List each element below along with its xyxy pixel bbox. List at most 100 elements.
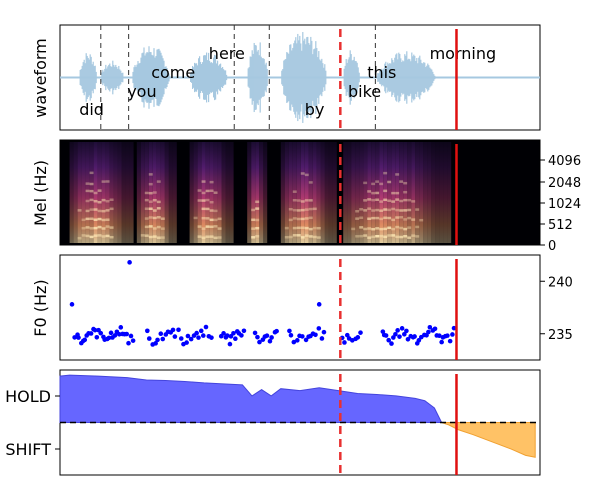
f0-point xyxy=(291,339,297,345)
f0-point xyxy=(386,337,391,343)
mel-harmonic xyxy=(300,236,305,239)
mel-harmonic xyxy=(383,235,388,239)
mel-harmonic xyxy=(105,234,110,238)
mel-harmonic xyxy=(148,200,153,203)
mel-harmonic xyxy=(379,182,384,186)
mel-harmonic xyxy=(367,217,372,220)
f0-frame xyxy=(59,254,541,361)
f0-point xyxy=(287,328,292,334)
f0-point xyxy=(445,333,450,338)
mel-harmonic xyxy=(156,236,161,239)
f0-point xyxy=(145,328,150,334)
f0-point xyxy=(397,334,402,339)
f0-point xyxy=(82,337,88,343)
mel-harmonic xyxy=(395,216,400,219)
mel-column xyxy=(164,142,169,243)
mel-harmonic xyxy=(251,236,256,239)
mel-harmonic xyxy=(209,225,214,229)
mel-harmonic xyxy=(308,181,313,184)
mel-harmonic xyxy=(209,200,214,204)
waveform-segment xyxy=(247,42,268,113)
mel-harmonic xyxy=(296,226,301,230)
f0-point xyxy=(128,333,134,339)
mel-harmonic xyxy=(407,208,412,212)
mel-harmonic xyxy=(255,226,260,230)
mel-harmonic xyxy=(379,217,384,221)
f0-point xyxy=(288,332,294,338)
mel-column xyxy=(379,142,384,243)
mel-column xyxy=(435,142,440,243)
mel-column xyxy=(140,142,145,243)
mel-column xyxy=(229,142,234,243)
f0-point xyxy=(439,339,444,345)
mel-harmonic xyxy=(391,200,396,203)
mel-harmonic xyxy=(97,234,102,237)
f0-point xyxy=(92,327,98,333)
mel-harmonic xyxy=(101,218,106,222)
mel-harmonic xyxy=(209,189,214,193)
mel-harmonic xyxy=(89,182,94,186)
mel-harmonic xyxy=(89,208,94,211)
word-label-0: did xyxy=(79,100,104,119)
mel-harmonic xyxy=(312,207,317,211)
mel-harmonic xyxy=(371,191,376,195)
mel-harmonic xyxy=(375,227,380,230)
mel-harmonic xyxy=(85,217,90,221)
mel-column xyxy=(367,142,372,243)
mel-harmonic xyxy=(363,209,368,212)
mel-harmonic xyxy=(93,199,98,203)
mel-tick-label-4: 4096 xyxy=(548,154,581,169)
mel-tick-label-2: 1024 xyxy=(548,197,581,212)
mel-column xyxy=(168,142,173,243)
mel-harmonic xyxy=(85,226,90,229)
f0-point xyxy=(127,260,132,265)
mel-harmonic xyxy=(148,216,153,219)
mel-harmonic xyxy=(300,217,305,221)
mel-harmonic xyxy=(148,207,153,211)
mel-harmonic xyxy=(316,236,321,239)
mel-harmonic xyxy=(387,234,392,237)
mel-harmonic xyxy=(97,189,102,192)
f0-point xyxy=(221,331,226,336)
mel-harmonic xyxy=(395,225,400,229)
f0-point xyxy=(233,336,238,342)
mel-column xyxy=(89,142,94,243)
mel-column xyxy=(101,142,106,243)
mel-harmonic xyxy=(101,198,106,202)
f0-point xyxy=(399,326,405,331)
mel-harmonic xyxy=(255,235,260,238)
f0-point xyxy=(255,334,260,340)
mel-harmonic xyxy=(97,209,102,213)
mel-harmonic xyxy=(395,198,400,201)
mel-harmonic xyxy=(300,200,305,203)
mel-harmonic xyxy=(213,218,218,222)
f0-point xyxy=(412,334,417,339)
mel-harmonic xyxy=(152,191,157,194)
f0-point xyxy=(274,328,279,334)
mel-harmonic xyxy=(407,198,412,202)
mel-harmonic xyxy=(292,234,297,237)
mel-column xyxy=(296,142,301,243)
mel-column xyxy=(371,142,376,243)
mel-harmonic xyxy=(201,207,206,211)
mel-harmonic xyxy=(304,199,309,202)
mel-harmonic xyxy=(201,191,206,195)
mel-harmonic xyxy=(371,216,376,220)
mel-harmonic xyxy=(217,227,222,230)
mel-harmonic xyxy=(197,235,202,238)
mel-harmonic xyxy=(375,216,380,220)
mel-column xyxy=(73,142,78,243)
mel-column xyxy=(117,142,122,243)
waveform-segment xyxy=(377,51,436,104)
f0-point xyxy=(94,334,100,340)
mel-column xyxy=(284,142,289,243)
mel-column xyxy=(343,142,348,243)
mel-panel: 0 512 1024 2048 4096 Mel (Hz) xyxy=(31,139,581,254)
mel-harmonic xyxy=(205,207,210,211)
f0-point xyxy=(432,326,438,332)
mel-harmonic xyxy=(292,226,297,230)
mel-harmonic xyxy=(85,189,90,193)
mel-column xyxy=(423,142,428,243)
mel-harmonic xyxy=(308,227,313,231)
f0-point xyxy=(316,326,322,331)
